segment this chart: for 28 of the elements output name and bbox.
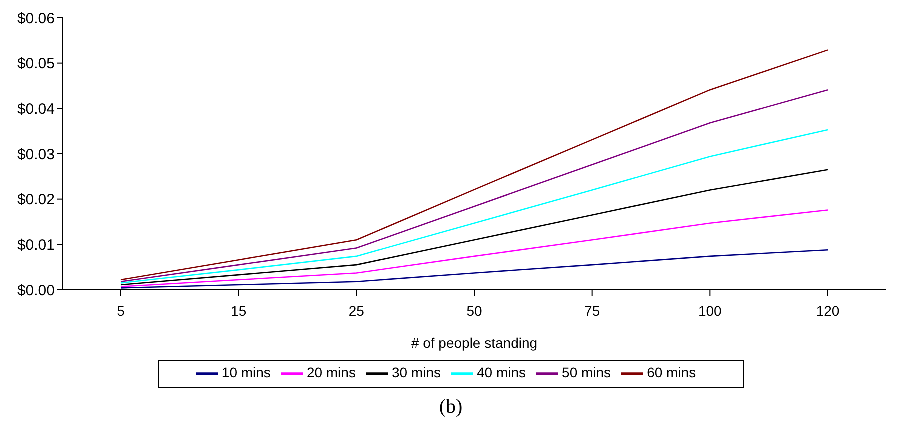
x-tick-label: 15 — [231, 302, 247, 319]
line-series — [120, 210, 829, 288]
x-tick-label: 100 — [698, 302, 722, 319]
legend-label: 20 mins — [306, 364, 356, 381]
x-tick-label: 25 — [348, 302, 365, 319]
x-tick-label: 5 — [117, 302, 126, 319]
y-tick-label: $0.04 — [17, 100, 55, 118]
line-series — [120, 169, 829, 286]
x-axis-title: # of people standing — [411, 335, 538, 351]
y-tick-label: $0.02 — [17, 192, 55, 209]
y-tick-label: $0.01 — [17, 236, 55, 254]
y-tick-label: $0.05 — [17, 56, 55, 73]
line-series — [120, 89, 829, 282]
legend-label: 30 mins — [392, 364, 441, 381]
y-tick-label: $0.00 — [17, 282, 55, 300]
line-series — [120, 249, 829, 289]
legend-label: 60 mins — [647, 364, 696, 381]
text: (b) — [438, 396, 464, 419]
y-tick-label: $0.06 — [17, 10, 55, 28]
y-tick-label: $0.03 — [17, 146, 55, 164]
x-tick-label: 50 — [466, 302, 482, 319]
legend-label: 40 mins — [477, 364, 526, 381]
line-series — [120, 129, 829, 284]
legend-label: 10 mins — [222, 364, 271, 381]
x-tick-label: 75 — [584, 302, 600, 319]
legend-label: 50 mins — [562, 364, 612, 381]
x-tick-label: 120 — [816, 302, 840, 319]
line-series — [120, 50, 829, 281]
